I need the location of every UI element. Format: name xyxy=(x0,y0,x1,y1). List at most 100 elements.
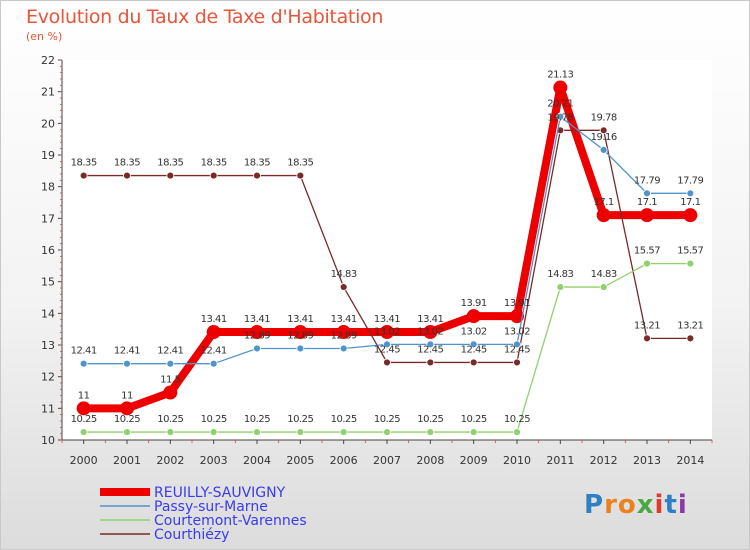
data-label-1: 20.21 xyxy=(547,99,573,110)
series-point-3 xyxy=(296,171,305,180)
series-point-2 xyxy=(296,428,305,436)
series-point-2 xyxy=(209,428,218,436)
x-tick-label: 2000 xyxy=(70,454,98,467)
x-tick-label: 2001 xyxy=(113,454,141,467)
y-tick-label: 10 xyxy=(41,434,55,447)
series-point-0 xyxy=(423,325,438,340)
series-point-0 xyxy=(380,325,394,340)
data-label-1: 12.41 xyxy=(114,346,140,357)
logo-letter: i xyxy=(677,490,688,520)
data-label-3: 19.78 xyxy=(591,112,617,123)
x-tick-label: 2012 xyxy=(590,454,618,467)
series-point-0 xyxy=(76,401,91,416)
series-point-2 xyxy=(79,428,88,436)
series-point-1 xyxy=(123,359,131,368)
y-tick-label: 20 xyxy=(41,117,55,130)
data-label-1: 19.16 xyxy=(591,132,617,143)
x-tick-label: 2007 xyxy=(373,454,401,467)
y-tick-label: 19 xyxy=(41,149,55,162)
logo-letter: o xyxy=(617,490,637,520)
series-point-2 xyxy=(383,428,391,436)
data-label-2: 10.25 xyxy=(201,414,227,425)
data-label-0: 21.13 xyxy=(547,70,573,81)
y-tick-label: 13 xyxy=(41,339,55,352)
data-label-1: 12.41 xyxy=(157,346,183,357)
data-label-3: 18.35 xyxy=(157,158,183,169)
series-point-1 xyxy=(686,189,695,198)
data-label-3: 12.45 xyxy=(417,344,443,355)
series-point-1 xyxy=(209,359,218,368)
data-label-3: 18.35 xyxy=(244,158,270,169)
data-label-0: 13.41 xyxy=(287,314,313,325)
data-label-1: 17.79 xyxy=(634,175,660,186)
legend-label-0: REUILLY-SAUVIGNY xyxy=(154,485,286,501)
data-label-1: 12.89 xyxy=(287,330,313,341)
chart-subtitle: (en %) xyxy=(26,30,63,43)
data-label-1: 13.02 xyxy=(417,326,443,337)
data-label-0: 11 xyxy=(121,390,133,401)
data-label-0: 13.91 xyxy=(461,298,487,309)
series-point-2 xyxy=(513,428,521,436)
x-tick-label: 2014 xyxy=(676,454,704,467)
series-point-2 xyxy=(556,283,565,291)
data-label-3: 13.21 xyxy=(634,320,660,331)
series-point-1 xyxy=(426,340,435,349)
y-tick-label: 12 xyxy=(41,371,55,384)
series-point-2 xyxy=(426,428,435,436)
series-point-0 xyxy=(596,208,611,223)
data-label-2: 10.25 xyxy=(417,414,443,425)
x-tick-label: 2008 xyxy=(416,454,444,467)
data-label-2: 10.25 xyxy=(71,414,97,425)
data-label-3: 14.83 xyxy=(331,269,357,280)
x-tick-label: 2011 xyxy=(546,454,574,467)
data-label-1: 17.79 xyxy=(677,175,703,186)
data-label-2: 10.25 xyxy=(287,414,313,425)
data-label-0: 13.41 xyxy=(331,314,357,325)
data-label-1: 13.02 xyxy=(461,326,487,337)
x-tick-label: 2013 xyxy=(633,454,661,467)
data-label-2: 10.25 xyxy=(461,414,487,425)
logo-letter: x xyxy=(636,490,655,520)
logo-letter: r xyxy=(604,490,618,520)
data-label-0: 13.41 xyxy=(374,314,400,325)
series-point-3 xyxy=(599,126,608,135)
data-label-0: 17.1 xyxy=(594,197,614,208)
x-tick-label: 2010 xyxy=(503,454,531,467)
series-point-0 xyxy=(250,325,264,340)
data-label-2: 10.25 xyxy=(114,414,140,425)
y-tick-label: 11 xyxy=(41,402,55,415)
data-label-3: 18.35 xyxy=(201,158,227,169)
data-label-1: 12.89 xyxy=(244,330,270,341)
series-point-0 xyxy=(640,208,654,223)
data-label-2: 10.25 xyxy=(244,414,270,425)
series-point-3 xyxy=(166,171,175,180)
y-tick-label: 18 xyxy=(41,181,55,194)
data-label-3: 18.35 xyxy=(287,158,313,169)
y-tick-label: 14 xyxy=(41,307,55,320)
x-tick-label: 2002 xyxy=(156,454,184,467)
series-point-3 xyxy=(513,358,521,367)
series-point-1 xyxy=(599,146,608,154)
y-tick-label: 15 xyxy=(41,276,55,289)
legend-label-2: Courtemont-Varennes xyxy=(154,513,307,529)
x-tick-label: 2009 xyxy=(460,454,488,467)
series-point-0 xyxy=(466,309,481,324)
data-label-2: 10.25 xyxy=(157,414,183,425)
x-tick-label: 2004 xyxy=(243,454,271,467)
series-point-1 xyxy=(513,340,521,349)
data-label-2: 10.25 xyxy=(331,414,357,425)
data-label-3: 13.21 xyxy=(677,320,703,331)
series-point-0 xyxy=(120,401,134,416)
data-label-1: 12.41 xyxy=(71,346,97,357)
data-label-2: 15.57 xyxy=(677,246,703,257)
series-point-0 xyxy=(683,208,698,223)
series-point-3 xyxy=(339,283,348,291)
proxiti-logo: Proxiti xyxy=(584,490,688,520)
x-tick-label: 2003 xyxy=(200,454,228,467)
series-point-3 xyxy=(686,334,695,343)
series-point-0 xyxy=(293,325,308,340)
series-point-2 xyxy=(469,428,478,436)
chart-title: Evolution du Taux de Taxe d'Habitation xyxy=(26,6,384,28)
series-point-2 xyxy=(166,428,175,436)
